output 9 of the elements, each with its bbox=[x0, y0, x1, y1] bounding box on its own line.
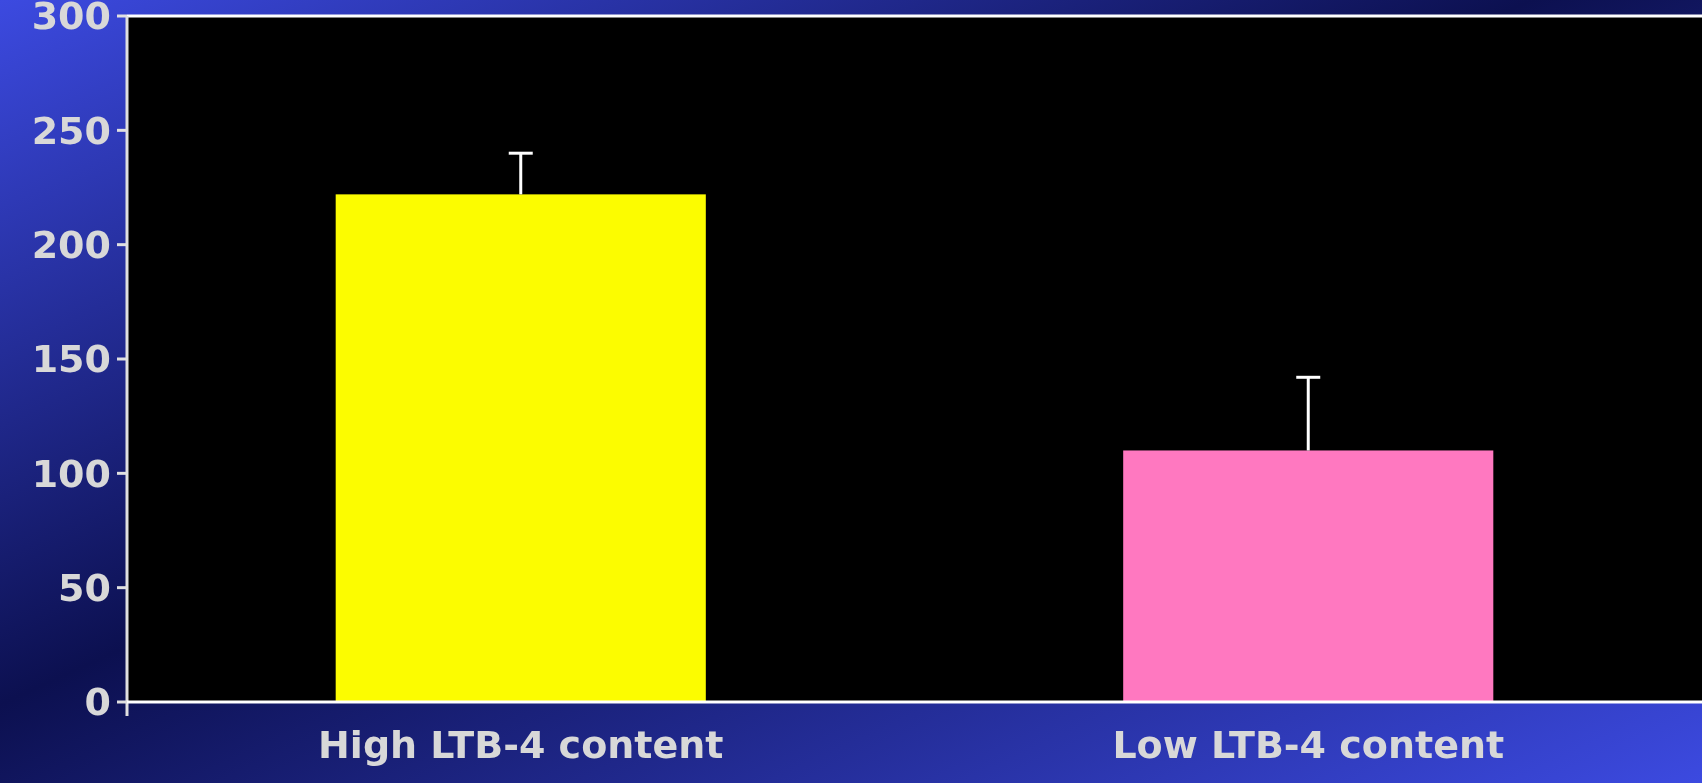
y-tick-label: 150 bbox=[31, 337, 111, 382]
y-tick-label: 0 bbox=[84, 680, 111, 725]
y-tick-label: 300 bbox=[31, 0, 111, 39]
y-tick-label: 250 bbox=[31, 108, 111, 153]
y-tick-label: 100 bbox=[31, 451, 111, 496]
x-tick-label: High LTB-4 content bbox=[318, 723, 724, 767]
y-tick-label: 200 bbox=[31, 222, 111, 267]
y-tick-label: 50 bbox=[58, 565, 111, 610]
x-tick-label: Low LTB-4 content bbox=[1112, 723, 1505, 767]
